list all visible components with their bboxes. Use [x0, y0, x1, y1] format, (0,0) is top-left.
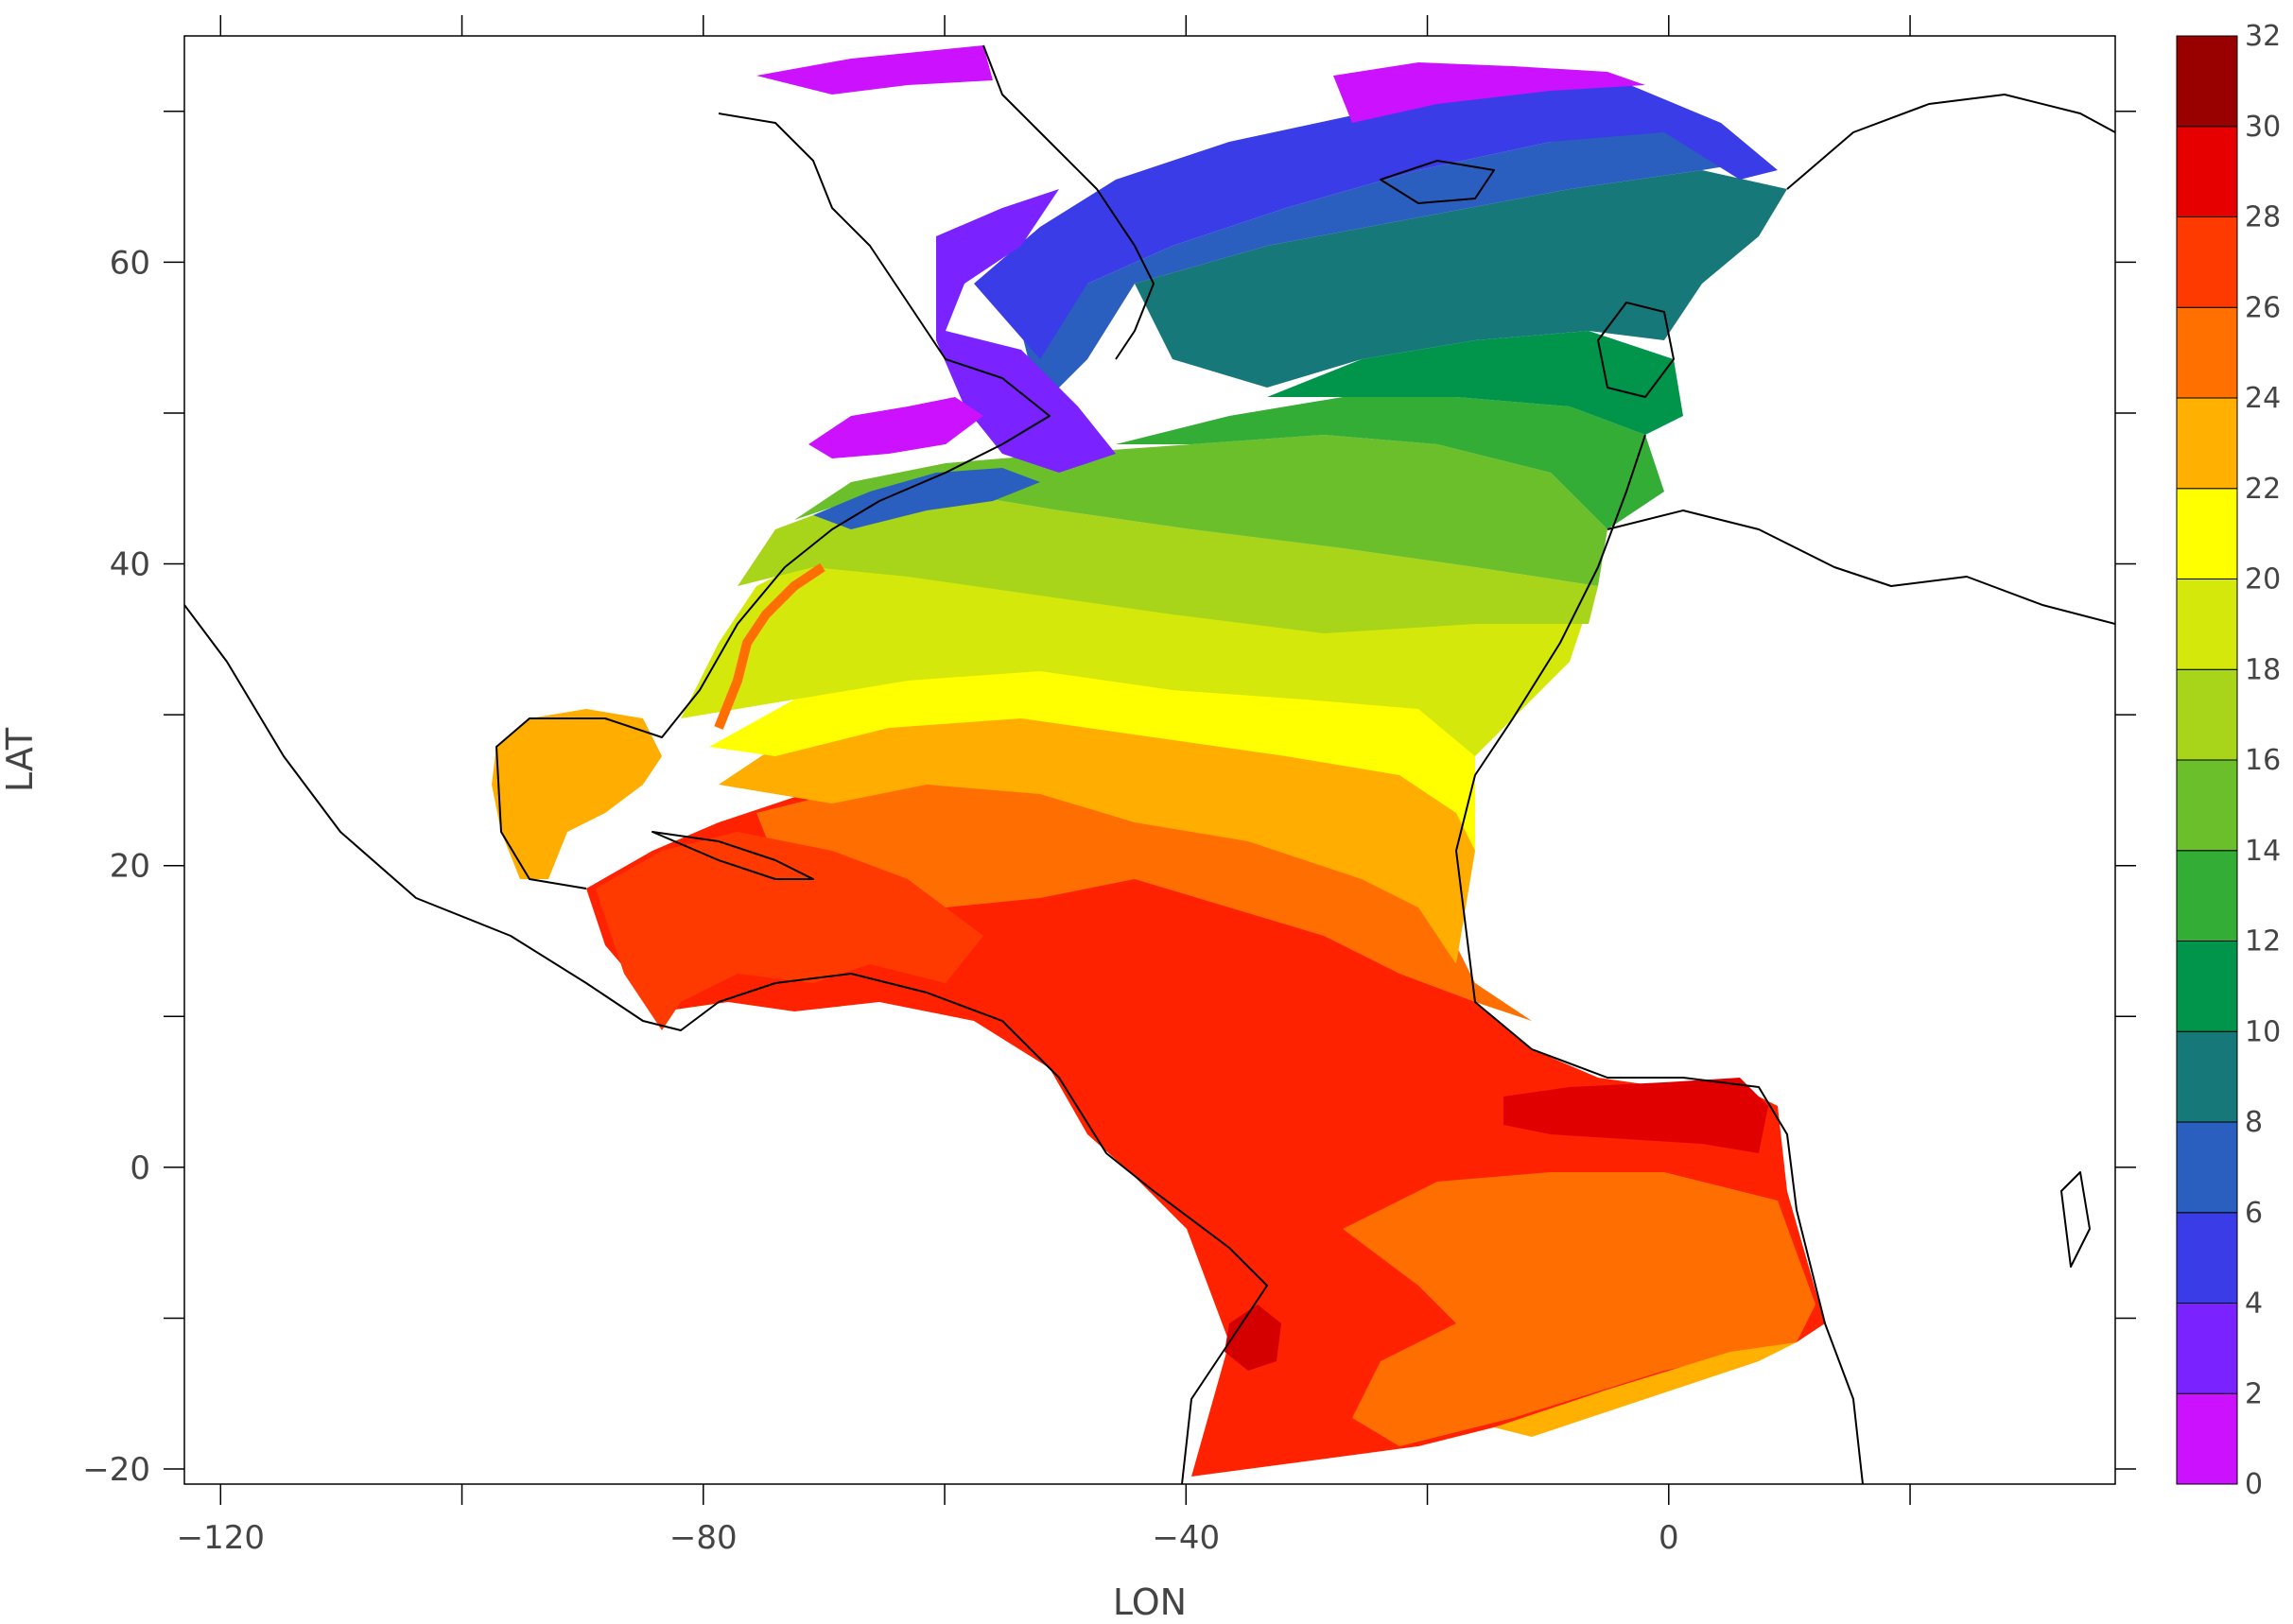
colorbar-label: 18 [2245, 653, 2281, 686]
colorbar-label: 14 [2245, 835, 2281, 868]
band-22-24-south [1494, 1342, 1797, 1437]
colorbar-label: 4 [2245, 1287, 2263, 1321]
band-6-8 [1021, 123, 1759, 406]
band-4-6 [974, 76, 1778, 359]
y-tick-label: −20 [82, 1451, 150, 1489]
colorbar-label: 22 [2245, 473, 2281, 506]
colorbar-label: 16 [2245, 744, 2281, 777]
colorbar-label: 2 [2245, 1377, 2263, 1410]
colorbar-swatch [2176, 35, 2238, 128]
gulf-stream [714, 562, 825, 730]
band-24-26-mid [756, 775, 1532, 1021]
map-plot [183, 35, 2116, 1485]
colorbar-swatch [2176, 941, 2238, 1032]
colorbar-label: 12 [2245, 925, 2281, 959]
colorbar-swatch [2176, 579, 2238, 670]
x-tick-label: −80 [669, 1519, 738, 1557]
y-tick-label: 0 [130, 1149, 150, 1187]
band-22-24 [719, 700, 1475, 964]
band-8-10 [1135, 170, 1787, 388]
coast-north-america [184, 604, 1268, 1484]
coast-europe [1786, 94, 2115, 190]
coast-madagascar [2060, 1171, 2091, 1268]
colorbar-swatch [2176, 216, 2238, 308]
band-18-20 [681, 558, 1589, 756]
colorbar-label: 6 [2245, 1197, 2263, 1230]
y-axis: −20 0 20 40 60 [82, 111, 2136, 1489]
colorbar-label: 20 [2245, 563, 2281, 596]
coast-british-isles [1597, 302, 1675, 398]
y-tick-label: 20 [110, 848, 150, 886]
colorbar-label: 30 [2245, 111, 2281, 144]
colorbar-label: 8 [2245, 1106, 2263, 1139]
colorbar-swatch [2176, 668, 2238, 761]
x-tick-label: −40 [1152, 1519, 1220, 1557]
temperature-field [492, 45, 1825, 1477]
colorbar-swatch [2176, 397, 2238, 490]
band-24-26-south [1343, 1172, 1815, 1446]
x-tick-label: −120 [177, 1519, 265, 1557]
coast-mediterranean [1607, 510, 2115, 625]
plot-frame [183, 35, 2116, 1485]
coast-iberia-africa [1455, 434, 1864, 1484]
colorbar-swatch [2176, 126, 2238, 217]
band-6-8-coast [813, 468, 1040, 529]
y-axis-title: LAT [0, 727, 41, 792]
colorbar-swatch [2176, 759, 2238, 852]
colorbar-label: 10 [2245, 1015, 2281, 1048]
x-axis-title: LON [1113, 1581, 1187, 1623]
colorbar-swatch [2176, 488, 2238, 579]
band-0-2-baffin [756, 45, 993, 95]
colorbar-label: 0 [2245, 1468, 2263, 1501]
band-16-18 [738, 492, 1598, 633]
colorbar-label: 26 [2245, 291, 2281, 324]
colorbar-swatch [2176, 306, 2238, 399]
coast-greenland [982, 44, 1155, 360]
coastlines [184, 44, 2115, 1484]
band-0-2-labrador [808, 397, 983, 458]
colorbar-label: 28 [2245, 201, 2281, 234]
coast-cuba [651, 831, 814, 880]
colorbar-swatch [2176, 1303, 2238, 1394]
y-tick-label: 60 [110, 244, 150, 282]
coast-us-east [495, 112, 1051, 890]
x-axis: −120 −80 −40 0 [177, 15, 1911, 1557]
band-20-22 [709, 662, 1475, 851]
band-0-2-north [1333, 62, 1645, 123]
y-tick-label: 40 [110, 546, 150, 584]
x-tick-label: 0 [1659, 1519, 1679, 1557]
band-28-30-brazil [1225, 1304, 1281, 1371]
colorbar-label: 32 [2245, 20, 2281, 53]
colorbar-swatch [2176, 1392, 2238, 1485]
colorbar-swatch [2176, 1121, 2238, 1214]
colorbar-swatch [2176, 1030, 2238, 1123]
colorbar-label: 24 [2245, 382, 2281, 415]
colorbar-swatch [2176, 1212, 2238, 1304]
caribbean-field [596, 832, 983, 1030]
colorbar-swatch [2176, 850, 2238, 942]
gulf-of-mexico-field [492, 709, 662, 879]
coast-iceland [1380, 160, 1495, 204]
band-28-30-east [1503, 1078, 1768, 1153]
band-10-12 [1267, 331, 1683, 435]
band-12-14 [1116, 397, 1664, 529]
band-2-4 [936, 189, 1116, 473]
